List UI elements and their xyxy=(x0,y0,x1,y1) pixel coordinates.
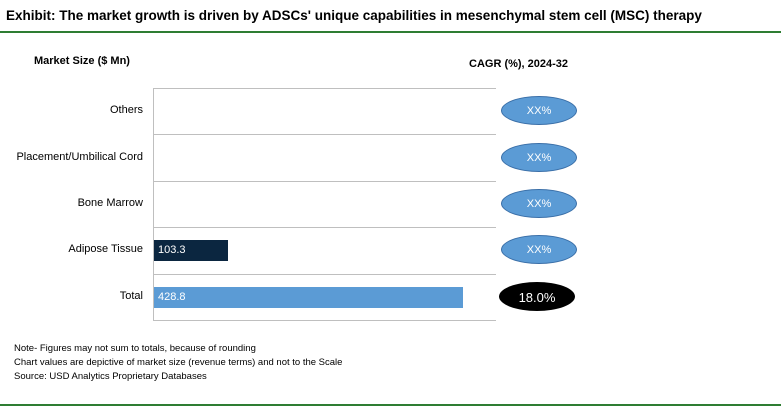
chart-title: Exhibit: The market growth is driven by … xyxy=(6,8,702,23)
grid-line xyxy=(153,88,496,89)
cagr-total-badge: 18.0% xyxy=(499,281,575,311)
note-scale: Chart values are depictive of market siz… xyxy=(14,357,343,368)
grid-line xyxy=(153,227,496,229)
cagr-badge: XX% xyxy=(501,96,577,126)
cagr-badge: XX% xyxy=(501,235,577,265)
category-label: Adipose Tissue xyxy=(68,243,143,256)
bar-value-label: 103.3 xyxy=(158,244,186,257)
cagr-badge: XX% xyxy=(501,142,577,172)
category-label: Placement/Umbilical Cord xyxy=(16,150,143,163)
category-label: Bone Marrow xyxy=(77,197,143,209)
grid-line xyxy=(153,320,496,321)
grid-line xyxy=(153,273,496,275)
top-divider xyxy=(0,31,781,33)
note-rounding: Note- Figures may not sum to totals, bec… xyxy=(14,343,256,354)
category-label: Total xyxy=(119,289,143,302)
category-label: Others xyxy=(109,104,143,117)
bar-value-label: 428.8 xyxy=(158,290,186,303)
notes: Note- Figures may not sum to totals, bec… xyxy=(14,342,342,384)
bottom-divider xyxy=(0,404,781,406)
plot-axis xyxy=(153,88,154,320)
cagr-badge: XX% xyxy=(501,189,577,218)
note-source: Source: USD Analytics Proprietary Databa… xyxy=(14,371,207,382)
market-size-header: Market Size ($ Mn) xyxy=(34,55,130,67)
cagr-header: CAGR (%), 2024-32 xyxy=(469,58,569,70)
grid-line xyxy=(153,134,496,136)
bar: 428.8 xyxy=(154,286,463,308)
grid-line xyxy=(153,180,496,182)
bar: 103.3 xyxy=(154,240,229,262)
